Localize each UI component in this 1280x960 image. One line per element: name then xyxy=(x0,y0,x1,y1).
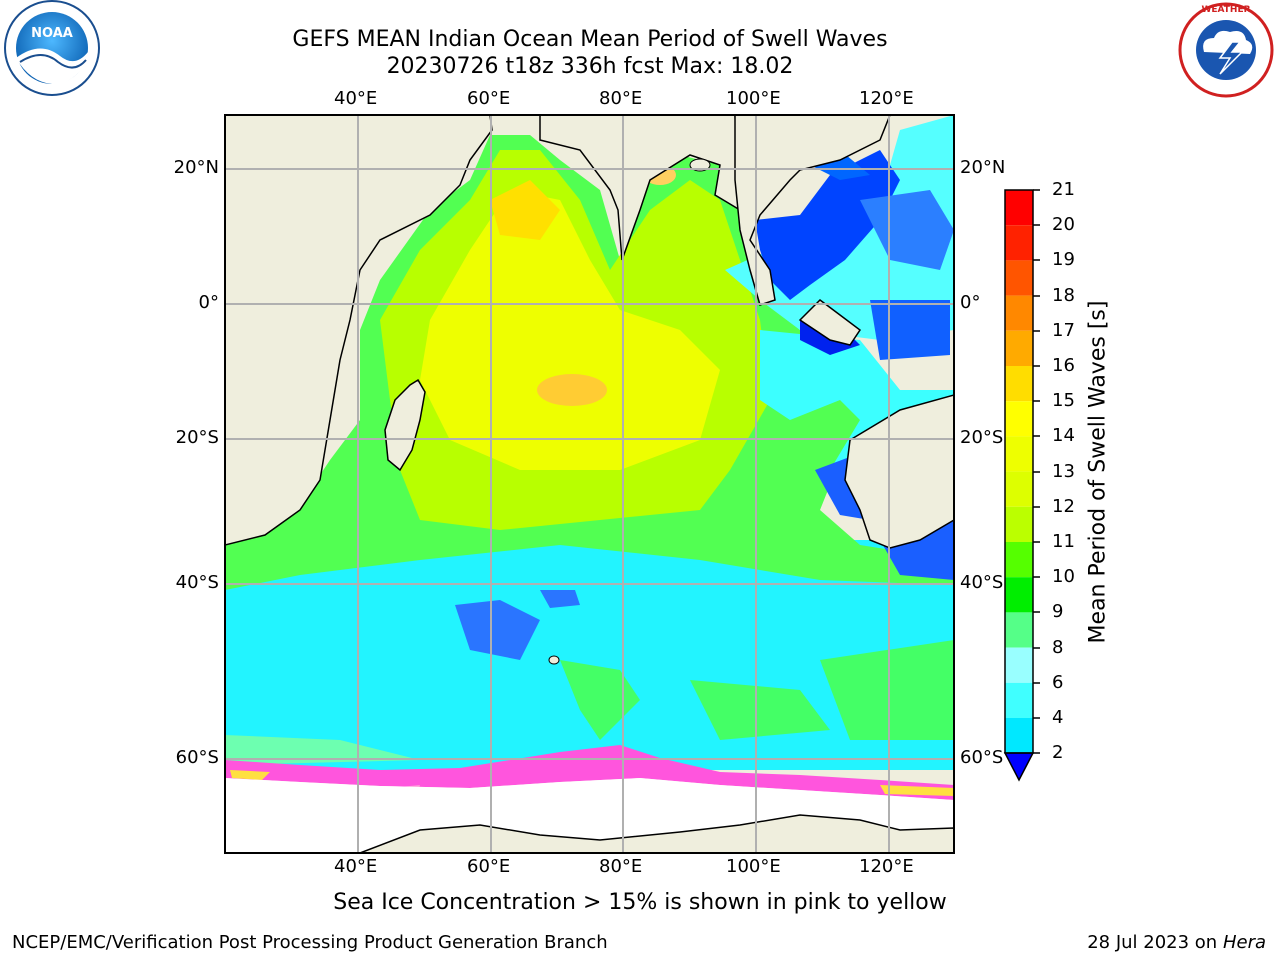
lon-label-bottom: 100°E xyxy=(726,856,781,877)
colorbar-tick-label: 14 xyxy=(1052,425,1075,446)
colorbar-bin xyxy=(1005,682,1033,718)
colorbar-bin xyxy=(1005,190,1033,226)
colorbar-bin xyxy=(1005,542,1033,578)
southern-ocean-blue-patch xyxy=(455,600,540,660)
svg-text:NOAA: NOAA xyxy=(31,26,73,41)
colorbar-tick-label: 10 xyxy=(1052,566,1075,587)
sea-ice-caption: Sea Ice Concentration > 15% is shown in … xyxy=(333,890,947,915)
sea-ice-edge xyxy=(225,745,954,800)
colorbar-tick-label: 12 xyxy=(1052,496,1075,517)
colorbar xyxy=(1003,189,1040,782)
map-frame xyxy=(224,114,955,854)
lat-label-right: 20°S xyxy=(960,427,1004,448)
southern-green-patch-2 xyxy=(690,680,830,740)
colorbar-tick-label: 20 xyxy=(1052,214,1075,235)
colorbar-tick-label: 15 xyxy=(1052,390,1075,411)
lat-label-left: 20°S xyxy=(175,427,219,448)
lat-label-right: 60°S xyxy=(960,747,1004,768)
colorbar-bin xyxy=(1005,506,1033,542)
lat-label-right: 20°N xyxy=(960,157,1006,178)
colorbar-bin xyxy=(1005,401,1033,437)
chart-title: GEFS MEAN Indian Ocean Mean Period of Sw… xyxy=(292,27,888,52)
sumatra-java-land xyxy=(798,299,862,346)
lon-label-top: 60°E xyxy=(467,88,511,109)
southern-green-patch-4 xyxy=(225,735,420,765)
ocean-yellow-region xyxy=(420,190,720,470)
footer-host: Hera xyxy=(1222,932,1266,953)
colorbar-bin xyxy=(1005,612,1033,648)
map-panel xyxy=(225,115,954,853)
lon-label-bottom: 40°E xyxy=(334,856,378,877)
colorbar-bin xyxy=(1005,225,1033,261)
colorbar-tick-label: 18 xyxy=(1052,285,1075,306)
lat-label-left: 0° xyxy=(198,292,219,313)
colorbar-bin xyxy=(1005,718,1033,754)
colorbar-bin xyxy=(1005,577,1033,613)
philippine-blue xyxy=(860,190,954,270)
africa-arabia-land xyxy=(225,115,493,546)
lat-label-right: 40°S xyxy=(960,572,1004,593)
colorbar-bin xyxy=(1005,366,1033,402)
lon-label-bottom: 80°E xyxy=(599,856,643,877)
kerguelen-island xyxy=(548,655,560,665)
colorbar-bin xyxy=(1005,330,1033,366)
svg-text:WEATHER: WEATHER xyxy=(1201,5,1250,15)
lat-label-left: 40°S xyxy=(175,572,219,593)
colorbar-bin xyxy=(1005,647,1033,683)
map-gridlines xyxy=(225,115,954,853)
colorbar-bin xyxy=(1005,436,1033,472)
colorbar-bin xyxy=(1005,260,1033,296)
antarctica-land xyxy=(359,814,954,853)
australia-land xyxy=(844,394,954,549)
lat-label-left: 20°N xyxy=(173,157,219,178)
south-china-sea-blue xyxy=(755,150,900,300)
ocean-yellow-patch-north xyxy=(490,180,560,240)
madagascar-land xyxy=(384,378,426,472)
colorbar-tick-label: 17 xyxy=(1052,320,1075,341)
lon-label-top: 120°E xyxy=(859,88,914,109)
colorbar-tick-label: 4 xyxy=(1052,707,1064,728)
colorbar-tick-label: 16 xyxy=(1052,355,1075,376)
footer-date: 28 Jul 2023 on Hera xyxy=(1087,932,1266,953)
ocean-max-swell-patch xyxy=(537,374,607,406)
sea-ice-yellow-2 xyxy=(880,785,954,796)
colorbar-extend-arrow xyxy=(1003,752,1035,782)
banda-sea-blue xyxy=(870,300,950,360)
noaa-logo: NOAA xyxy=(4,0,100,96)
nws-logo: WEATHER xyxy=(1178,2,1274,98)
colorbar-tick-label: 11 xyxy=(1052,531,1075,552)
lon-label-top: 80°E xyxy=(599,88,643,109)
southeast-asia-land xyxy=(734,115,891,306)
footer-date-text: 28 Jul 2023 on xyxy=(1087,932,1223,953)
colorbar-tick-label: 21 xyxy=(1052,179,1075,200)
southern-green-patch-1 xyxy=(560,660,640,740)
colorbar-tick-label: 13 xyxy=(1052,461,1075,482)
footer-branch: NCEP/EMC/Verification Post Processing Pr… xyxy=(12,932,608,953)
lon-label-bottom: 60°E xyxy=(467,856,511,877)
southern-green-patch-3 xyxy=(820,640,954,740)
colorbar-bin xyxy=(1005,295,1033,331)
colorbar-label: Mean Period of Swell Waves [s] xyxy=(1085,300,1111,644)
lon-label-top: 40°E xyxy=(334,88,378,109)
colorbar-tick-label: 6 xyxy=(1052,672,1064,693)
lat-label-right: 0° xyxy=(960,292,981,313)
southern-ocean-blue-patch-2 xyxy=(540,590,580,608)
lat-label-left: 60°S xyxy=(175,747,219,768)
lon-label-bottom: 120°E xyxy=(859,856,914,877)
chart-subtitle: 20230726 t18z 336h fcst Max: 18.02 xyxy=(386,54,794,79)
sea-ice-yellow-1 xyxy=(230,770,270,780)
lon-label-top: 100°E xyxy=(726,88,781,109)
colorbar-tick-label: 9 xyxy=(1052,601,1064,622)
colorbar-tick-label: 2 xyxy=(1052,742,1064,763)
colorbar-tick-label: 8 xyxy=(1052,637,1064,658)
colorbar-bin xyxy=(1005,471,1033,507)
colorbar-tick-label: 19 xyxy=(1052,249,1075,270)
